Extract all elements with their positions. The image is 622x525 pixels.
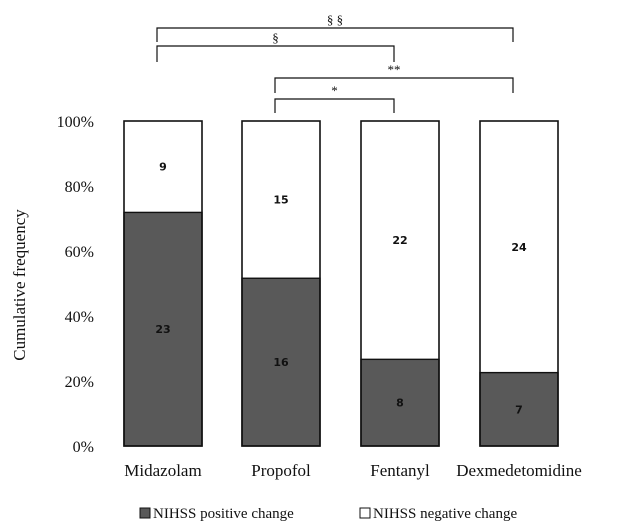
y-axis-label: Cumulative frequency: [10, 209, 29, 361]
bar-outline: [360, 120, 440, 447]
bracket-line: [274, 98, 395, 113]
x-tick-label: Midazolam: [124, 461, 201, 480]
data-label-positive: 16: [273, 356, 289, 369]
significance-label: §: [272, 30, 279, 45]
bar-negative-segment: [242, 121, 320, 279]
legend-swatch: [359, 507, 371, 519]
bar-group: 7 24: [479, 120, 559, 447]
y-axis-ticks: 0% 20% 40% 60% 80% 100%: [57, 114, 94, 456]
y-tick-label: 40%: [65, 309, 94, 326]
legend-swatch: [139, 507, 151, 519]
bar-negative-segment: [480, 121, 558, 373]
bar-negative-segment: [124, 121, 202, 213]
bar-outline: [123, 120, 203, 447]
significance-label: **: [388, 62, 401, 77]
bar-negative-segment: [361, 121, 439, 360]
significance-bracket: *: [274, 83, 395, 113]
legend-label: NIHSS positive change: [153, 506, 294, 522]
data-label-negative: 24: [511, 241, 527, 254]
significance-bracket: § §: [156, 12, 514, 42]
x-tick-label: Fentanyl: [370, 461, 430, 480]
x-tick-label: Dexmedetomidine: [456, 461, 582, 480]
data-label-positive: 8: [396, 397, 404, 410]
y-tick-label: 20%: [65, 374, 94, 391]
significance-bracket: §: [156, 30, 395, 62]
legend-item: NIHSS negative change: [359, 506, 517, 522]
bracket-line: [274, 77, 514, 93]
legend-item: NIHSS positive change: [139, 506, 294, 522]
y-tick-label: 80%: [65, 179, 94, 196]
significance-bracket: **: [274, 62, 514, 93]
legend: NIHSS positive change NIHSS negative chan…: [139, 506, 517, 522]
data-label-negative: 22: [392, 234, 407, 247]
significance-label: *: [331, 83, 338, 98]
bar-group: 23 9: [123, 120, 203, 447]
bracket-line: [156, 45, 395, 62]
data-label-negative: 9: [159, 161, 167, 174]
bracket-line: [156, 27, 514, 42]
bar-outline: [241, 120, 321, 447]
x-axis-labels: Midazolam Propofol Fentanyl Dexmedetomidine: [124, 461, 582, 480]
y-tick-label: 0%: [73, 439, 94, 456]
data-label-positive: 7: [515, 403, 523, 416]
x-tick-label: Propofol: [251, 461, 311, 480]
significance-label: § §: [327, 12, 343, 27]
data-label-negative: 15: [273, 194, 288, 207]
y-tick-label: 100%: [57, 114, 94, 131]
y-tick-label: 60%: [65, 244, 94, 261]
significance-brackets: § §§***: [156, 12, 514, 113]
bar-positive-segment: [123, 211, 203, 447]
legend-label: NIHSS negative change: [373, 506, 517, 522]
bar-group: 8 22: [360, 120, 440, 447]
data-label-positive: 23: [155, 323, 170, 336]
bar-outline: [479, 120, 559, 447]
bar-positive-segment: [241, 277, 321, 447]
